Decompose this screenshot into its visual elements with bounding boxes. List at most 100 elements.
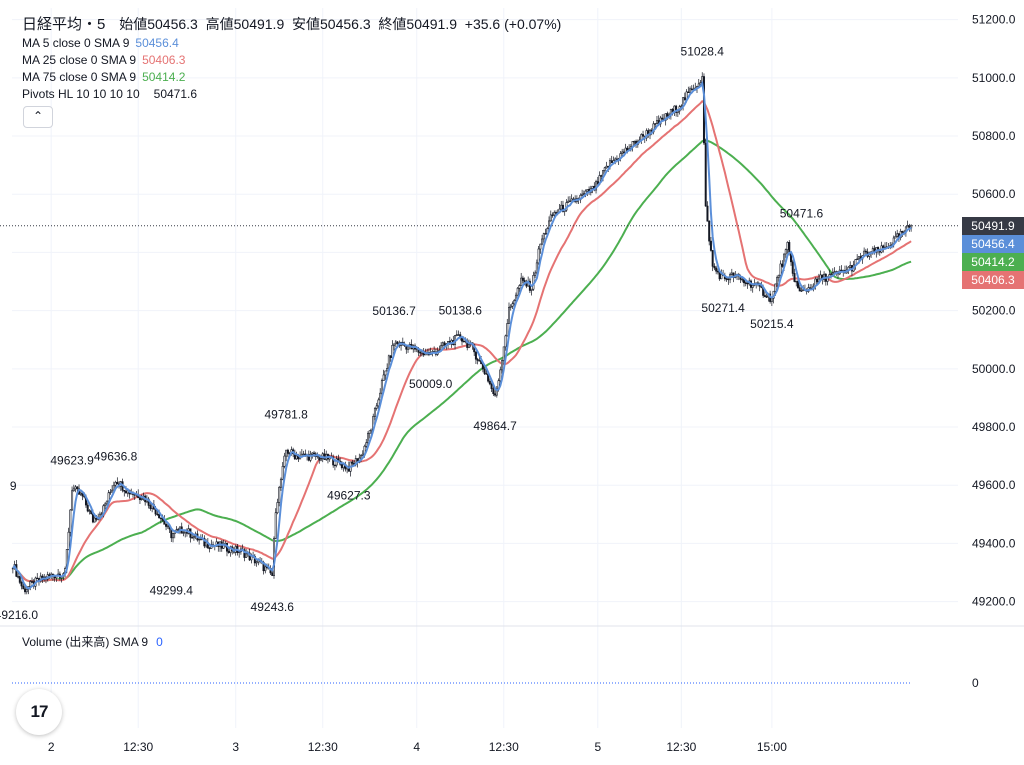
candle (220, 539, 223, 552)
tradingview-logo-icon[interactable]: 17 (16, 689, 62, 735)
candle (704, 138, 707, 207)
candle (17, 573, 20, 579)
candle (119, 480, 122, 491)
ma-75-line (12, 139, 912, 583)
candle (255, 560, 258, 567)
candle (518, 284, 521, 293)
candle (534, 270, 537, 278)
candle (36, 573, 39, 580)
symbol-title[interactable]: 日経平均・5 (22, 16, 106, 33)
time-tick-label: 12:30 (123, 740, 153, 754)
candle (377, 397, 380, 409)
candle (394, 339, 397, 348)
candle (751, 285, 754, 293)
candle (109, 489, 112, 495)
price-tick-label: 49800.0 (972, 420, 1016, 434)
candle (373, 407, 376, 421)
candle (245, 549, 248, 558)
candle (795, 280, 798, 287)
candle (494, 390, 497, 397)
candle (532, 271, 535, 291)
candle (539, 243, 542, 254)
candle (819, 270, 822, 280)
candle (386, 363, 389, 372)
candle (74, 484, 77, 493)
candle (715, 265, 718, 275)
candle (690, 85, 693, 91)
candle (349, 461, 352, 477)
indicator-pivots[interactable]: Pivots HL 10 10 10 10 50471.6 (22, 87, 198, 101)
candle (833, 267, 836, 274)
candle (180, 522, 183, 534)
indicator-ma75[interactable]: MA 75 close 0 SMA 9 50414.2 (22, 70, 186, 84)
candle (567, 196, 570, 204)
time-tick-label: 12:30 (489, 740, 519, 754)
price-tick-label: 50600.0 (972, 187, 1016, 201)
candle (549, 210, 552, 222)
candle (824, 273, 827, 286)
candle (452, 335, 455, 346)
candle (389, 355, 392, 363)
candle (455, 330, 458, 337)
candle (727, 278, 730, 285)
price-tag-ma75: 50414.2 (962, 252, 1024, 271)
candle (541, 234, 544, 246)
candle (793, 268, 796, 283)
candle (791, 259, 794, 277)
candle (744, 280, 747, 287)
candle (537, 245, 540, 266)
candle (711, 249, 714, 272)
candle (777, 274, 780, 283)
candle (71, 486, 74, 511)
indicator-ma25[interactable]: MA 25 close 0 SMA 9 50406.3 (22, 53, 186, 67)
candle (520, 272, 523, 286)
ohlc-high: 高値50491.9 (205, 16, 285, 32)
grid-layer (0, 8, 1024, 728)
candle (104, 502, 107, 510)
ma5-value: 50456.4 (135, 36, 179, 50)
candle (730, 268, 733, 276)
pivot-label: 49299.4 (150, 584, 194, 598)
candle (326, 453, 329, 464)
candle (784, 248, 787, 259)
indicator-ma5[interactable]: MA 5 close 0 SMA 9 50456.4 (22, 36, 179, 50)
candle (866, 248, 869, 259)
candle (382, 369, 385, 381)
pivot-label: 49243.6 (251, 600, 295, 614)
price-tick-label: 51000.0 (972, 71, 1016, 85)
price-tick-label: 50000.0 (972, 362, 1016, 376)
time-axis: 2 12:30 3 12:30 4 12:30 5 12:30 15:00 (48, 740, 787, 754)
candle (570, 194, 573, 202)
candle (203, 535, 206, 549)
candle (264, 564, 267, 574)
price-tag-ma5: 50456.4 (962, 234, 1024, 253)
price-tick-label: 49400.0 (972, 536, 1016, 550)
legend-collapse-button[interactable]: ⌃ (23, 106, 53, 128)
candle (116, 477, 119, 485)
candle (276, 498, 279, 515)
time-tick-label: 2 (48, 740, 55, 754)
candle (283, 452, 286, 469)
candle (683, 92, 686, 101)
candle (138, 496, 141, 504)
candle (823, 271, 826, 282)
candle (763, 290, 766, 298)
candle (380, 378, 383, 397)
candle (621, 148, 624, 156)
candle (375, 402, 378, 411)
time-tick-label: 3 (232, 740, 239, 754)
candle (495, 385, 498, 398)
candle (72, 484, 75, 492)
candle (880, 241, 883, 254)
ma-5-line (12, 80, 912, 590)
time-tick-label: 5 (594, 740, 601, 754)
candle (419, 350, 422, 357)
candle (581, 189, 584, 197)
candle (459, 331, 462, 341)
candle (779, 260, 782, 277)
candle (521, 275, 524, 284)
candle (716, 268, 719, 275)
